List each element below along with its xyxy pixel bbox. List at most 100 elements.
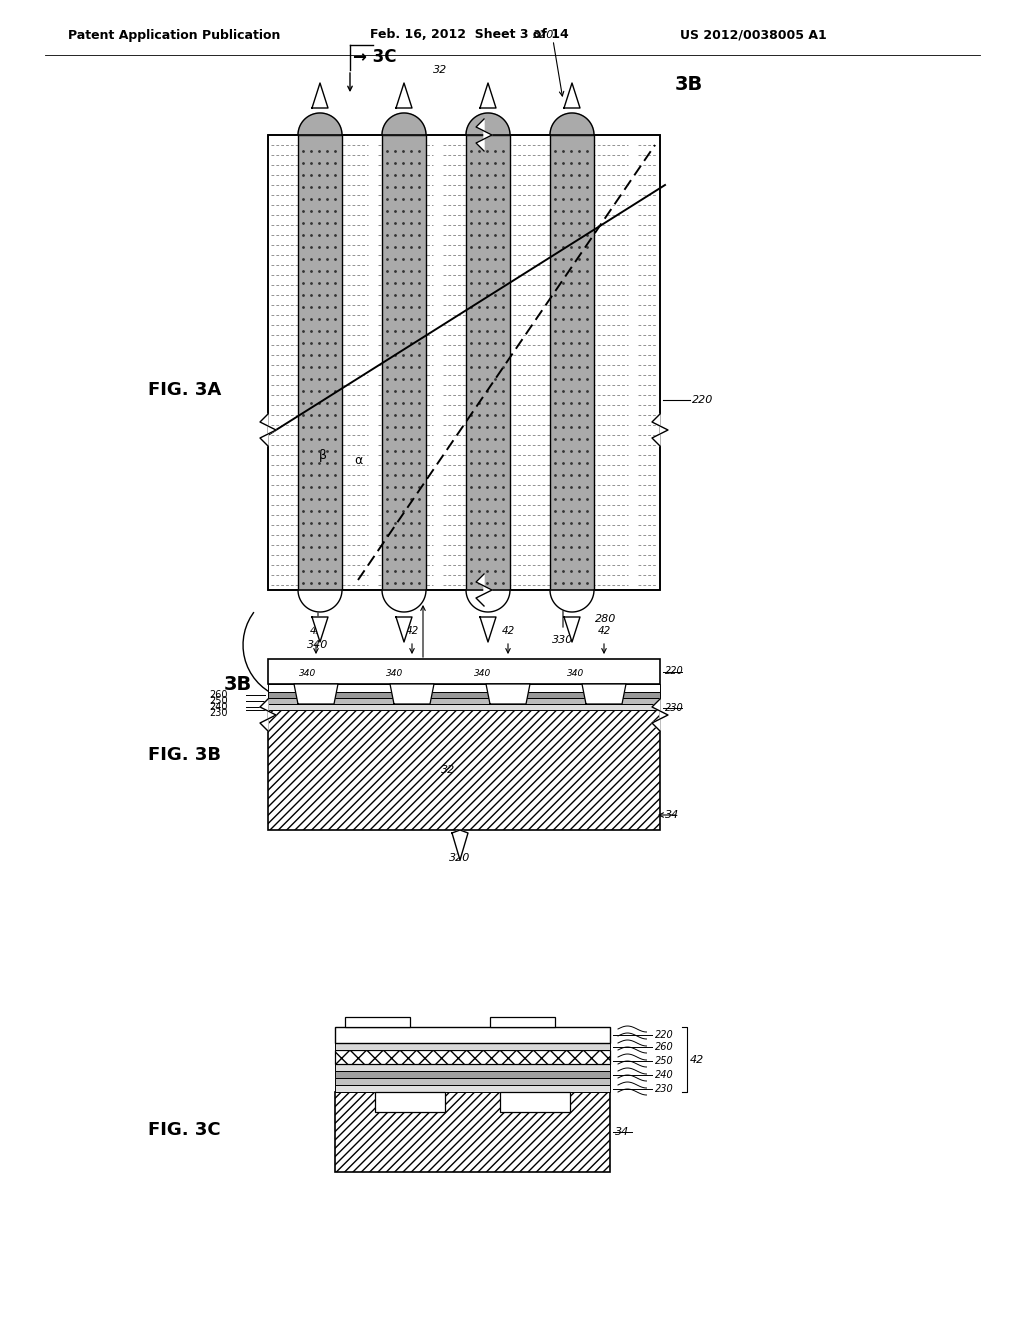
Bar xyxy=(550,135,594,590)
Bar xyxy=(298,135,342,590)
Bar xyxy=(268,659,660,684)
Bar xyxy=(375,1092,445,1111)
Text: 32: 32 xyxy=(441,766,455,775)
Text: 230: 230 xyxy=(210,708,228,718)
Text: β: β xyxy=(319,449,327,462)
Polygon shape xyxy=(652,700,668,731)
Bar xyxy=(500,1092,570,1111)
Bar xyxy=(345,1016,410,1027)
Bar xyxy=(335,1085,610,1092)
Polygon shape xyxy=(486,684,530,704)
Text: 32: 32 xyxy=(528,1097,542,1107)
Polygon shape xyxy=(466,590,510,612)
Text: 42: 42 xyxy=(309,626,323,636)
Text: 340: 340 xyxy=(386,668,403,677)
Text: α: α xyxy=(354,454,362,466)
Polygon shape xyxy=(652,414,668,446)
Text: 260: 260 xyxy=(655,1041,674,1052)
Text: 340: 340 xyxy=(368,1016,386,1027)
Polygon shape xyxy=(476,574,492,606)
Bar xyxy=(335,1064,610,1071)
Text: 250: 250 xyxy=(655,1056,674,1065)
Polygon shape xyxy=(390,684,434,704)
Text: Patent Application Publication: Patent Application Publication xyxy=(68,29,281,41)
Bar xyxy=(335,1092,610,1172)
Text: 220: 220 xyxy=(665,667,684,676)
Text: 32: 32 xyxy=(433,65,447,75)
Bar xyxy=(335,1049,610,1064)
Text: US 2012/0038005 A1: US 2012/0038005 A1 xyxy=(680,29,826,41)
Text: Feb. 16, 2012  Sheet 3 of 14: Feb. 16, 2012 Sheet 3 of 14 xyxy=(370,29,568,41)
Polygon shape xyxy=(582,684,626,704)
Polygon shape xyxy=(298,114,342,135)
Text: FIG. 3C: FIG. 3C xyxy=(148,1121,220,1139)
Text: 34: 34 xyxy=(615,1127,630,1137)
Bar xyxy=(268,135,660,590)
Text: 42: 42 xyxy=(406,626,419,636)
Polygon shape xyxy=(312,83,328,108)
Text: 330: 330 xyxy=(552,635,573,645)
Text: 340: 340 xyxy=(307,640,329,649)
Polygon shape xyxy=(396,83,412,108)
Bar xyxy=(382,135,426,590)
Text: 340: 340 xyxy=(299,668,316,677)
Text: 280: 280 xyxy=(595,614,616,624)
Text: 220: 220 xyxy=(692,395,714,405)
Polygon shape xyxy=(564,616,580,642)
Text: 240: 240 xyxy=(655,1069,674,1080)
Text: 42: 42 xyxy=(502,626,515,636)
Bar xyxy=(466,135,510,590)
Polygon shape xyxy=(260,700,276,731)
Text: 220: 220 xyxy=(655,1030,674,1040)
Text: 240: 240 xyxy=(210,702,228,711)
Bar xyxy=(490,1016,555,1027)
Text: 250: 250 xyxy=(209,696,228,706)
Text: 34: 34 xyxy=(665,810,679,820)
Text: → 3C: → 3C xyxy=(353,48,396,66)
Text: 320: 320 xyxy=(500,689,517,698)
Text: 340: 340 xyxy=(474,668,492,677)
Polygon shape xyxy=(260,414,276,446)
Bar xyxy=(268,692,660,698)
Text: FIG. 3B: FIG. 3B xyxy=(148,746,221,764)
Text: 320: 320 xyxy=(595,689,612,698)
Text: 320: 320 xyxy=(450,853,471,863)
Text: 340: 340 xyxy=(513,1016,531,1027)
Polygon shape xyxy=(396,616,412,642)
Text: 320: 320 xyxy=(534,30,554,40)
Polygon shape xyxy=(382,590,426,612)
Bar xyxy=(335,1071,610,1078)
Polygon shape xyxy=(550,590,594,612)
Polygon shape xyxy=(298,590,342,612)
Polygon shape xyxy=(294,684,338,704)
Text: 230: 230 xyxy=(665,704,684,713)
Polygon shape xyxy=(382,114,426,135)
Polygon shape xyxy=(452,830,468,861)
Bar xyxy=(268,135,660,590)
Text: → 3C: → 3C xyxy=(383,676,427,694)
Bar xyxy=(335,1027,610,1043)
Polygon shape xyxy=(564,83,580,108)
Text: 340: 340 xyxy=(567,668,585,677)
Polygon shape xyxy=(466,114,510,135)
Text: 230: 230 xyxy=(655,1084,674,1093)
Bar xyxy=(268,704,660,710)
Bar xyxy=(335,1078,610,1085)
Text: 260: 260 xyxy=(210,690,228,700)
Text: 42: 42 xyxy=(597,626,610,636)
Text: 32': 32' xyxy=(402,1097,418,1107)
Text: 3B: 3B xyxy=(224,676,252,694)
Text: 3B: 3B xyxy=(675,75,703,95)
Polygon shape xyxy=(312,616,328,642)
Text: 42: 42 xyxy=(690,1055,705,1065)
Polygon shape xyxy=(476,119,492,150)
Text: 320: 320 xyxy=(307,689,325,698)
Text: FIG. 3A: FIG. 3A xyxy=(148,381,221,399)
Polygon shape xyxy=(480,83,496,108)
Bar xyxy=(268,710,660,830)
Text: 320: 320 xyxy=(403,689,421,698)
Bar xyxy=(268,698,660,704)
Bar xyxy=(268,684,660,692)
Bar xyxy=(335,1043,610,1049)
Bar xyxy=(268,704,660,710)
